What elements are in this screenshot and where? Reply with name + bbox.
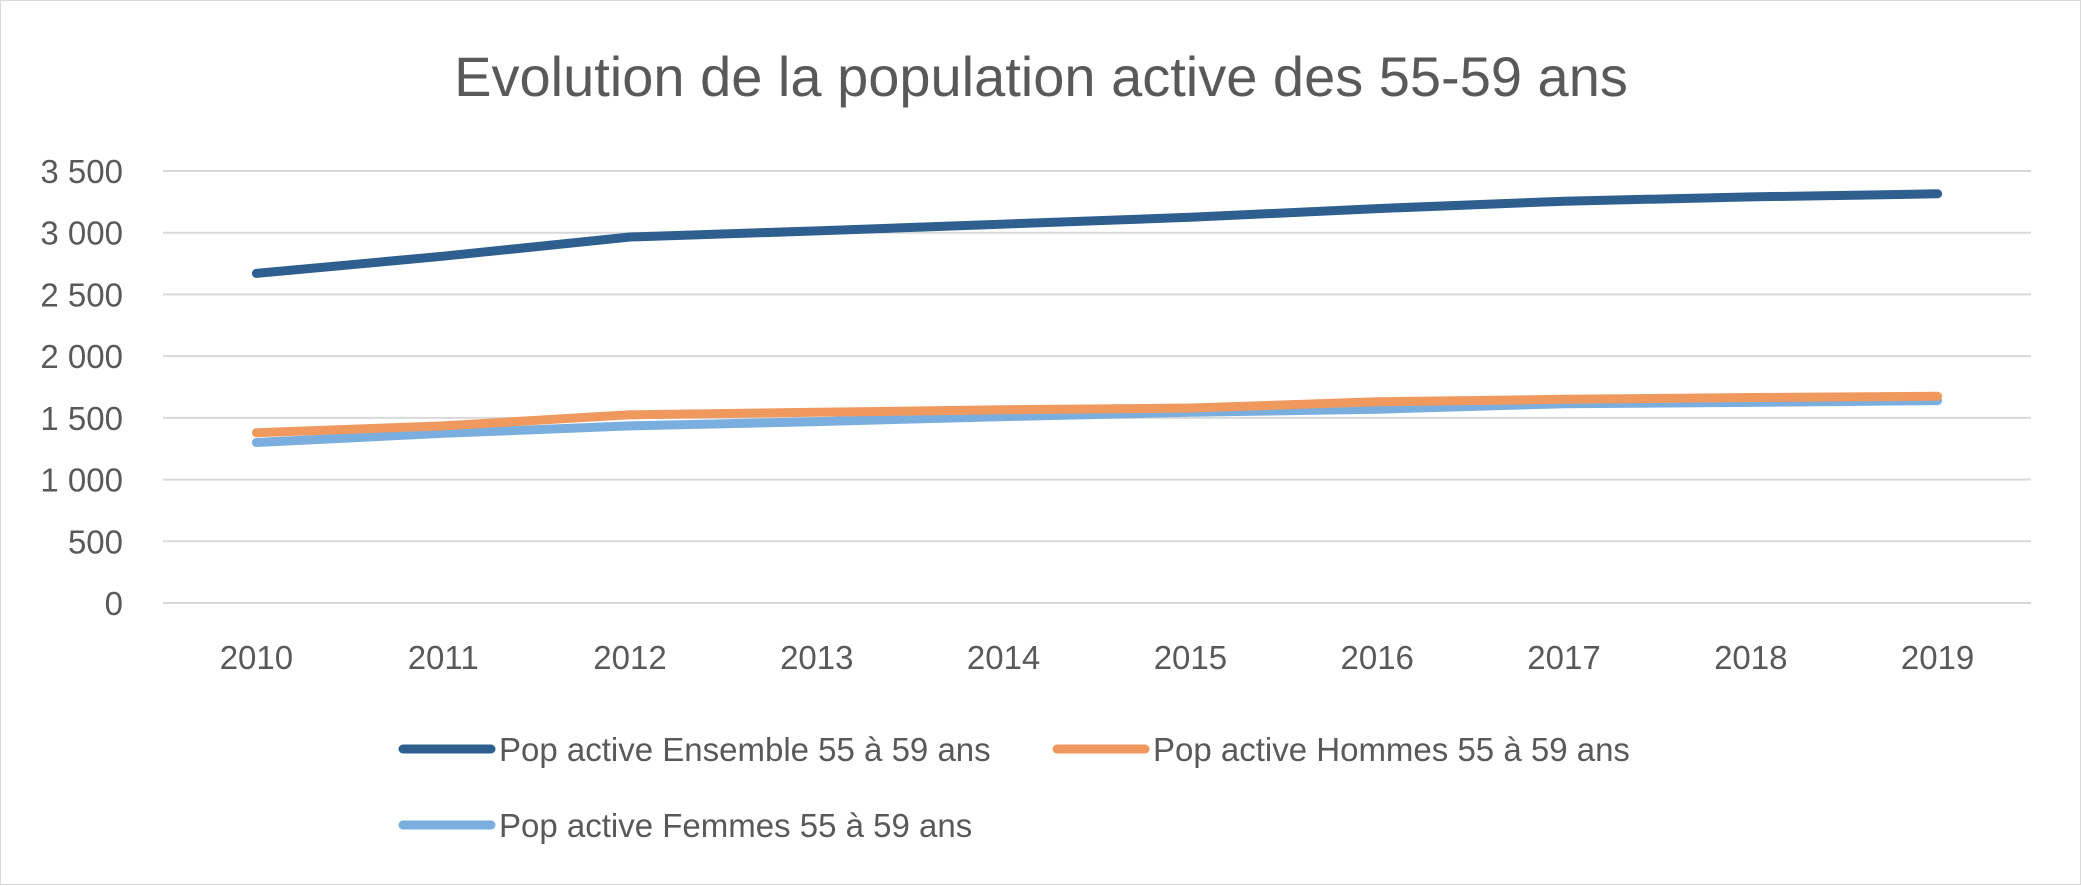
legend: Pop active Ensemble 55 à 59 ans Pop activ…	[398, 731, 1630, 844]
y-tick-label: 2 500	[40, 276, 123, 313]
x-tick-label: 2013	[780, 639, 853, 676]
legend-label: Pop active Ensemble 55 à 59 ans	[499, 731, 991, 768]
x-tick-label: 2012	[593, 639, 666, 676]
series-line-1	[251, 189, 1943, 278]
legend-label: Pop active Hommes 55 à 59 ans	[1153, 731, 1630, 768]
y-tick-label: 500	[68, 523, 123, 560]
series-lines	[251, 189, 1943, 447]
x-tick-label: 2015	[1154, 639, 1227, 676]
x-tick-label: 2011	[408, 639, 479, 676]
y-tick-label: 0	[105, 585, 123, 622]
chart-title: Evolution de la population active des 55…	[454, 45, 1628, 108]
x-tick-label: 2016	[1340, 639, 1413, 676]
y-tick-label: 3 000	[40, 215, 123, 252]
x-tick-label: 2017	[1527, 639, 1600, 676]
y-axis-ticks: 0 500 1 000 1 500 2 000 2 500 3 000 3 500	[40, 153, 123, 622]
series-line-2	[251, 391, 1943, 438]
series-line-3	[251, 396, 1943, 447]
legend-label: Pop active Femmes 55 à 59 ans	[499, 807, 972, 844]
y-tick-label: 3 500	[40, 153, 123, 190]
gridlines	[163, 170, 2031, 604]
x-tick-label: 2010	[220, 639, 293, 676]
y-tick-label: 1 500	[40, 400, 123, 437]
y-tick-label: 2 000	[40, 338, 123, 375]
x-axis-ticks: 2010 2011 2012 2013 2014 2015 2016 2017 2018 2019	[220, 639, 1975, 676]
x-tick-label: 2019	[1901, 639, 1974, 676]
x-tick-label: 2014	[967, 639, 1040, 676]
y-tick-label: 1 000	[40, 462, 123, 499]
x-tick-label: 2018	[1714, 639, 1787, 676]
